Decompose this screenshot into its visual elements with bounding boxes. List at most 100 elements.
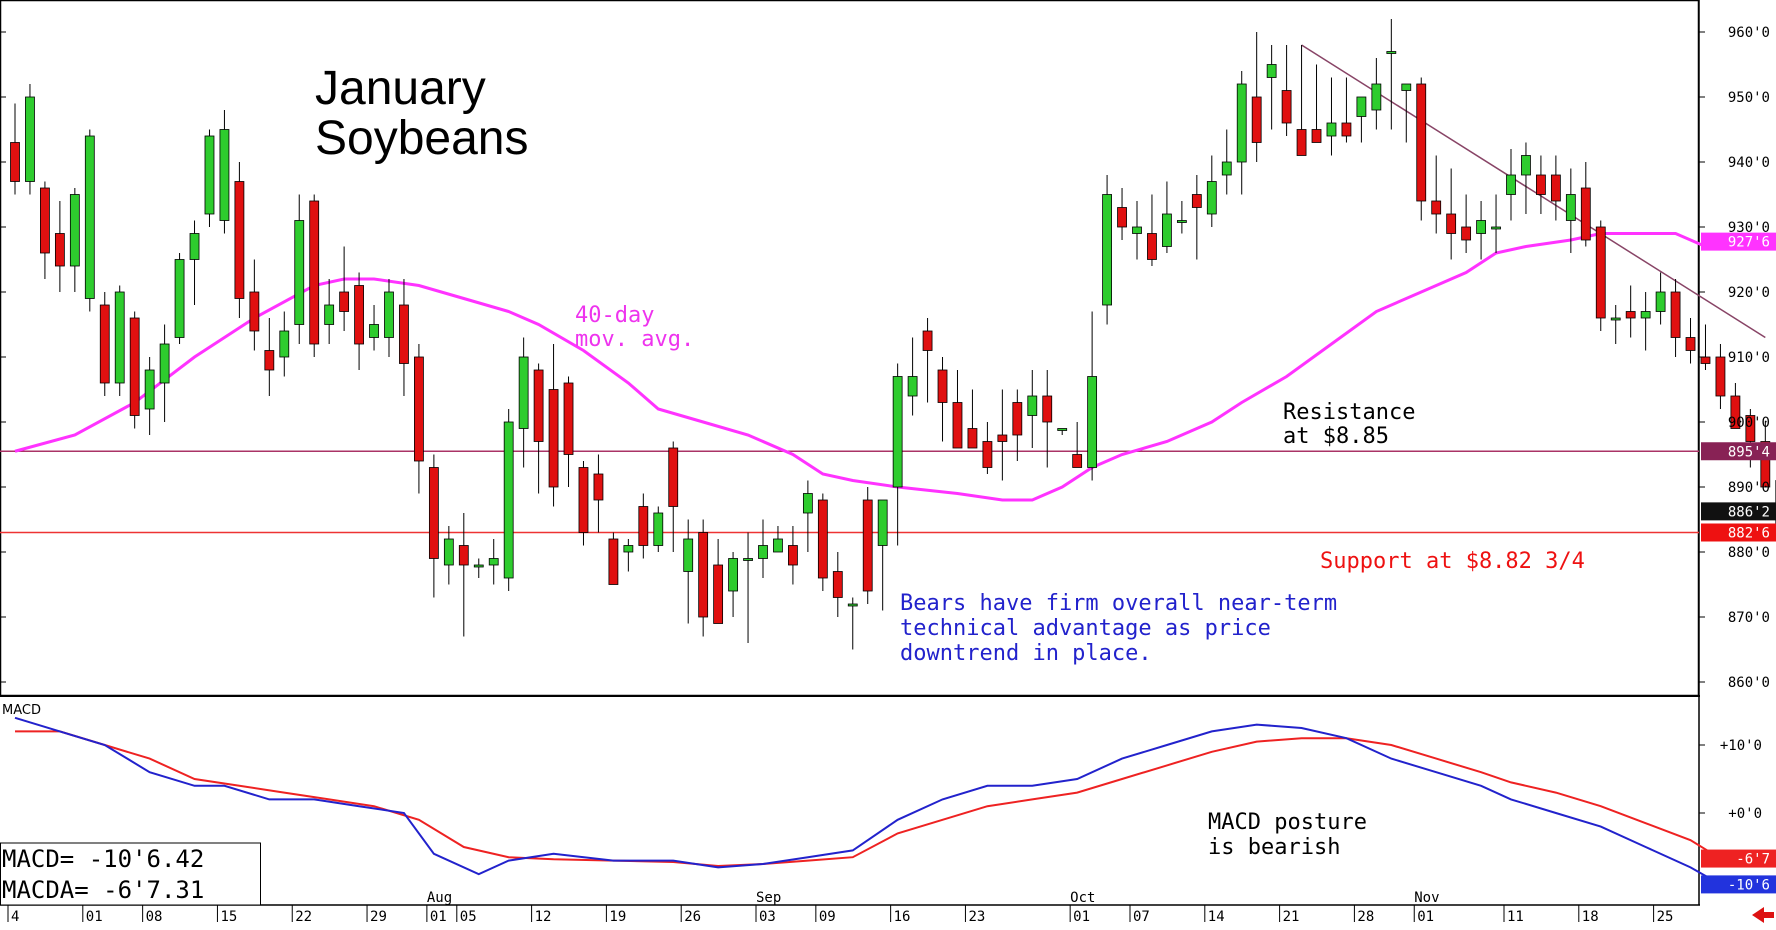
- candle-body: [967, 428, 978, 449]
- date-tick-label: 09: [819, 909, 836, 925]
- price-tick-label: 910'0: [1728, 350, 1770, 366]
- candle: [114, 285, 125, 396]
- scroll-left-arrow-icon[interactable]: [1752, 907, 1774, 923]
- candle-body: [54, 233, 65, 267]
- candle-body: [503, 421, 514, 579]
- candle: [458, 513, 469, 637]
- candle: [922, 318, 933, 403]
- candle-body: [758, 545, 768, 559]
- candle: [1102, 175, 1112, 325]
- candle: [877, 499, 888, 611]
- text-line: Soybeans: [315, 112, 529, 165]
- candle: [488, 539, 499, 585]
- candle-body: [683, 538, 694, 572]
- candle-body: [1506, 174, 1516, 195]
- candle: [1610, 305, 1621, 344]
- candle: [518, 337, 529, 468]
- candle-body: [1670, 291, 1681, 338]
- candle: [1296, 45, 1307, 156]
- candle-body: [1730, 395, 1741, 429]
- candle-body: [1431, 200, 1442, 215]
- resistance-label: Resistance at $8.85: [1283, 400, 1415, 449]
- candle-body: [1236, 83, 1247, 163]
- candle: [1730, 383, 1741, 429]
- date-tick-label: 05: [460, 909, 477, 925]
- date-tick-label: 28: [1357, 909, 1374, 925]
- candle: [40, 181, 50, 279]
- month-label: Oct: [1070, 890, 1095, 906]
- candle: [1176, 201, 1187, 234]
- candle-body: [1326, 122, 1337, 137]
- ma40-line: [14, 232, 1707, 502]
- candle: [503, 409, 514, 591]
- candle-body: [847, 603, 858, 607]
- candle-body: [159, 343, 170, 384]
- candle: [219, 110, 230, 234]
- candle: [129, 311, 140, 429]
- candle-body: [1132, 226, 1142, 234]
- candle-body: [399, 304, 409, 364]
- last-price-tag: 886'2: [1728, 504, 1770, 520]
- ma-value-tag-bg: [1701, 232, 1776, 251]
- candle: [788, 526, 798, 585]
- text-line: technical advantage as price: [900, 616, 1271, 641]
- macda-line: [15, 730, 1721, 868]
- candle: [1221, 129, 1232, 195]
- candle-body: [1012, 402, 1023, 436]
- candle-body: [608, 538, 619, 585]
- date-tick-label: 15: [220, 909, 237, 925]
- candle: [982, 422, 993, 474]
- candle: [174, 253, 185, 344]
- candle-body: [1760, 441, 1771, 488]
- macda-value-tag-bg: [1701, 849, 1776, 868]
- candle-body: [802, 493, 813, 514]
- candle: [384, 279, 394, 357]
- date-tick-label: 01: [86, 909, 103, 925]
- candle-body: [249, 291, 260, 332]
- candle: [1087, 311, 1098, 481]
- candle-body: [982, 441, 993, 468]
- candle-body: [354, 285, 364, 345]
- candle: [862, 487, 873, 604]
- candle: [309, 194, 320, 357]
- candle-body: [414, 356, 424, 462]
- candle-body: [1206, 181, 1217, 215]
- date-tick-label: 01: [1073, 909, 1090, 925]
- candle-body: [518, 356, 529, 429]
- candle-body: [1565, 194, 1576, 221]
- candle: [1401, 83, 1412, 143]
- candle-body: [653, 512, 664, 546]
- candle: [608, 532, 619, 585]
- candle-body: [1162, 213, 1172, 247]
- candle: [1476, 201, 1486, 260]
- last-price-tag-bg: [1701, 502, 1776, 521]
- date-tick-label: 03: [759, 909, 776, 925]
- candle: [189, 220, 200, 305]
- candle: [623, 539, 634, 572]
- candle-body: [1446, 213, 1457, 234]
- price-tick-label: 940'0: [1728, 155, 1770, 171]
- candle-body: [1386, 51, 1397, 54]
- candle-body: [1176, 220, 1187, 223]
- candle-body: [892, 376, 903, 488]
- candle-body: [1087, 376, 1098, 468]
- month-label: Aug: [427, 890, 452, 906]
- candle-body: [1625, 311, 1636, 319]
- candle: [1251, 32, 1262, 162]
- candle-body: [309, 200, 320, 345]
- chart-title: January Soybeans: [315, 62, 529, 165]
- candle-body: [1416, 83, 1427, 202]
- support-tag: 882'6: [1728, 526, 1770, 542]
- candle: [1132, 201, 1142, 260]
- candle: [802, 480, 813, 552]
- candle-body: [1685, 337, 1696, 351]
- candle: [204, 129, 215, 227]
- candle-body: [264, 350, 275, 371]
- candle: [1356, 96, 1367, 143]
- candle-body: [1147, 233, 1157, 260]
- candle: [428, 454, 439, 598]
- candle-body: [488, 558, 499, 566]
- date-tick-label: 25: [1657, 909, 1674, 925]
- candle-body: [1266, 64, 1277, 78]
- price-tick-label: 950'0: [1728, 90, 1770, 106]
